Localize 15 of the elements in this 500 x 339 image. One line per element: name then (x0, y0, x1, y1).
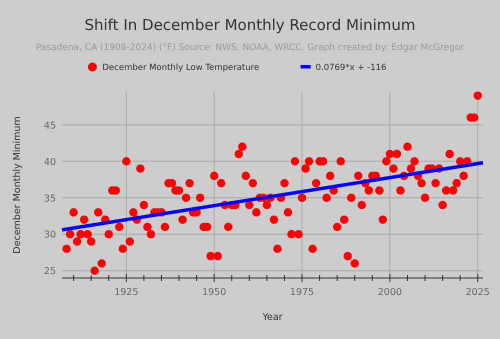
x-tick-label: 2025 (466, 287, 490, 298)
legend-label: 0.0769*x + -116 (316, 63, 386, 73)
y-tick-label: 30 (44, 230, 56, 241)
x-axis-title: Year (261, 312, 283, 323)
x-tick-label: 1950 (202, 287, 226, 298)
legend-label: December Monthly Low Temperature (102, 63, 260, 73)
x-tick-label: 1925 (114, 287, 138, 298)
x-tick-label: 1975 (290, 287, 314, 298)
chart-title: Shift In December Monthly Record Minimum (84, 16, 416, 34)
y-tick-label: 25 (44, 266, 56, 278)
y-tick-label: 45 (44, 120, 56, 132)
x-tick-label: 2000 (378, 287, 402, 298)
y-tick-label: 40 (44, 156, 56, 168)
y-axis-title: December Monthly Minimum (12, 116, 23, 254)
y-tick-label: 35 (44, 193, 56, 204)
